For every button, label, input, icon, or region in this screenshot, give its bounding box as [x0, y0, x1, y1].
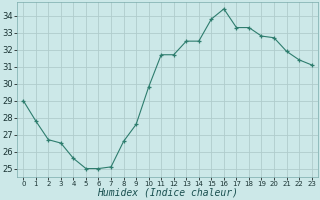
- X-axis label: Humidex (Indice chaleur): Humidex (Indice chaleur): [97, 188, 238, 198]
